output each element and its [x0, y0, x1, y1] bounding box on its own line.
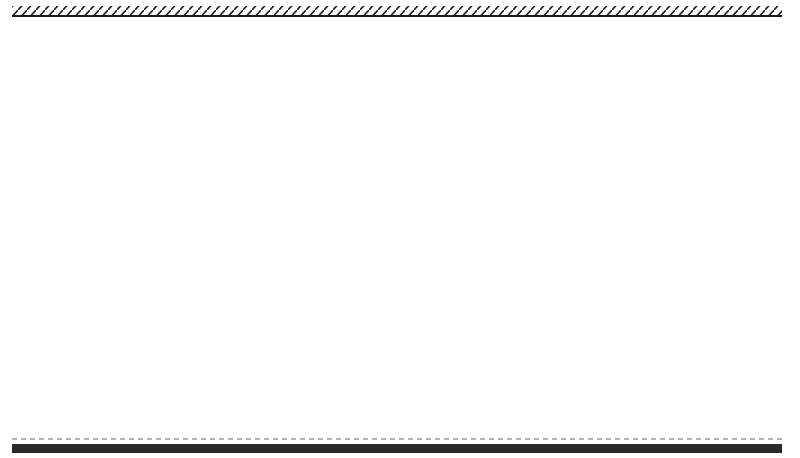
ceiling	[12, 6, 782, 17]
floor	[12, 438, 782, 453]
floor-slab	[12, 444, 782, 453]
ceiling-hatching	[12, 6, 782, 15]
